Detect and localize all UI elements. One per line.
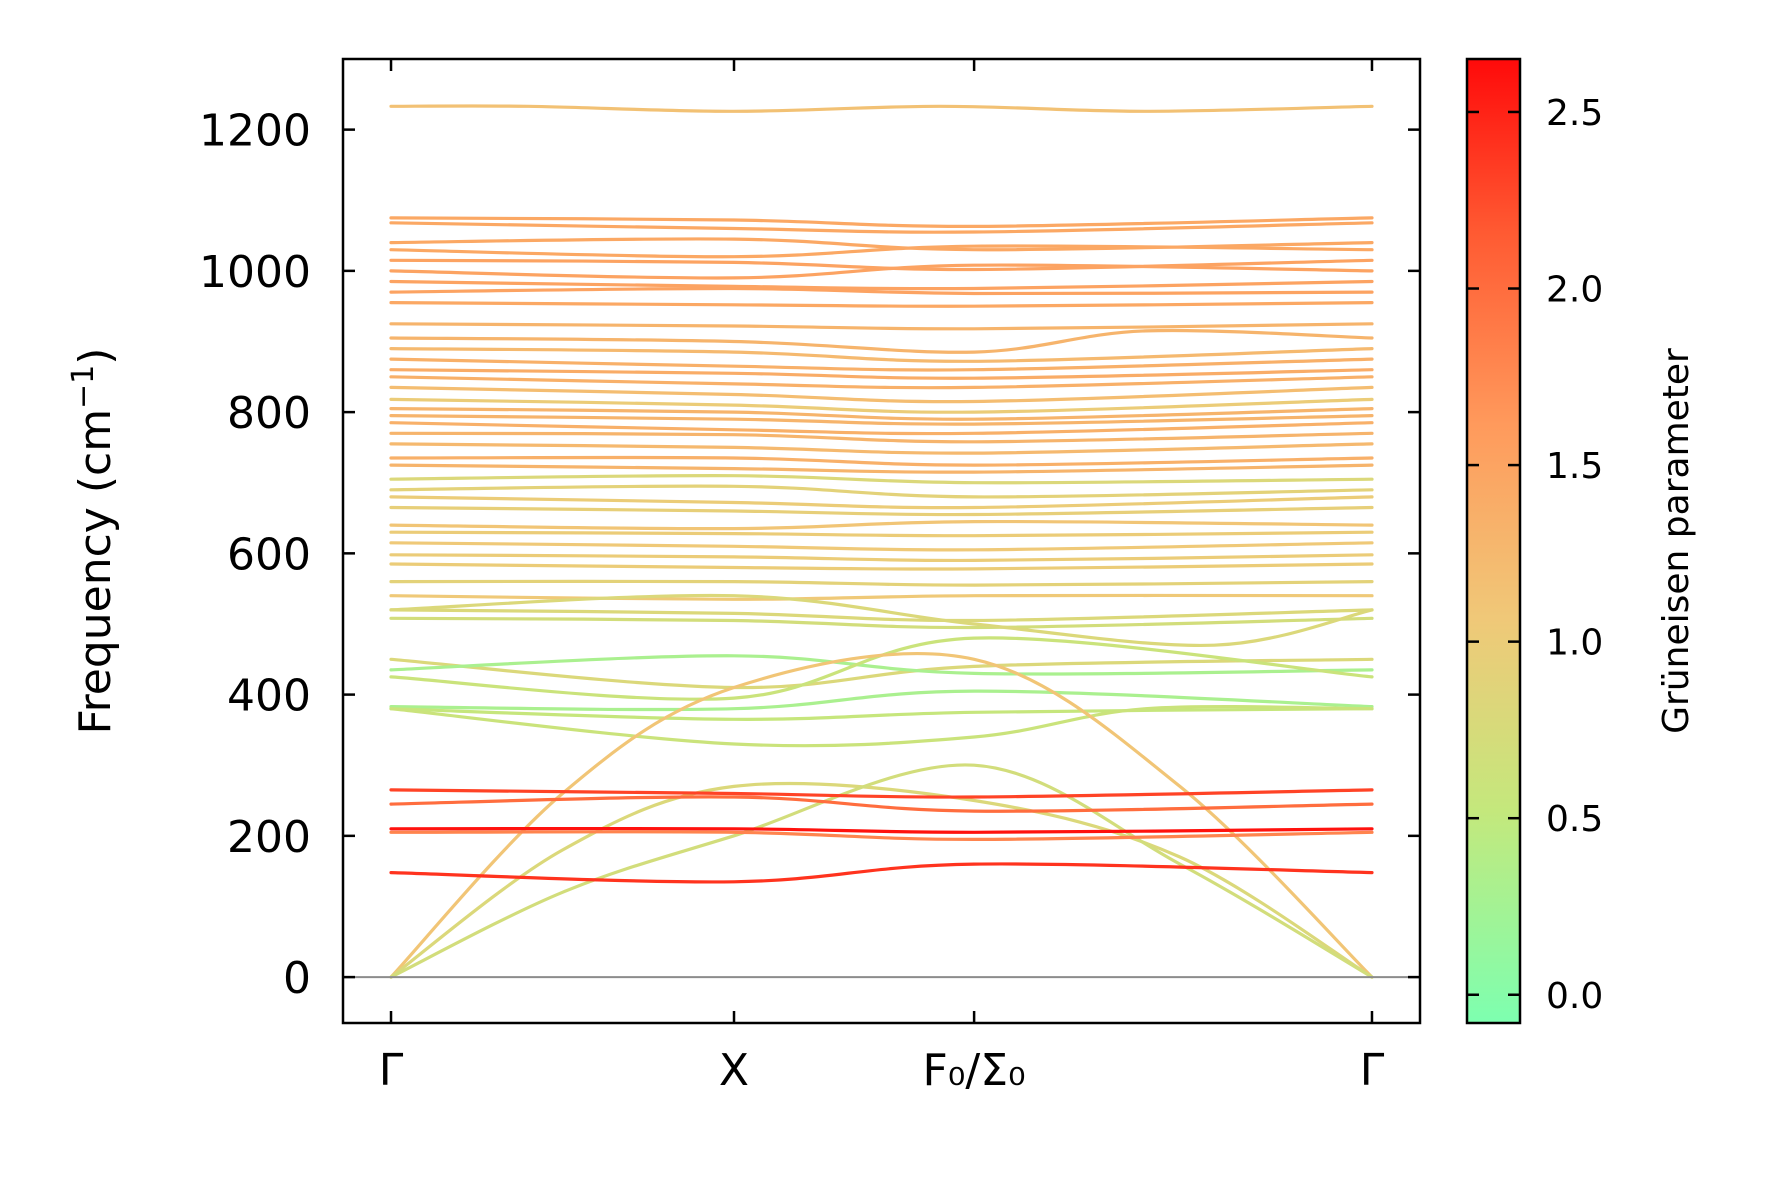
plot-frame xyxy=(341,57,1422,1025)
phonon-branch-32 xyxy=(389,541,1374,552)
phonon-branch-1 xyxy=(389,104,1374,113)
y-tick-labels: 0 200 400 600 800 1000 1200 xyxy=(199,106,311,1004)
phonon-branch-30 xyxy=(389,519,1374,531)
phonon-branch-12 xyxy=(389,328,1374,354)
colorbar-tick-label: 1.0 xyxy=(1546,623,1603,664)
y-tick-label: 600 xyxy=(227,529,311,580)
phonon-branch-45 xyxy=(389,705,1374,748)
phonon-branch-49 xyxy=(389,788,1374,799)
phonon-branch-20 xyxy=(389,414,1374,426)
phonon-branch-22 xyxy=(389,431,1374,444)
plot-background xyxy=(343,59,1420,1023)
phonon-branch-26 xyxy=(389,474,1374,485)
phonon-branch-36 xyxy=(389,593,1374,601)
phonon-branch-10 xyxy=(389,301,1374,308)
phonon-branch-13 xyxy=(389,347,1374,363)
phonon-branch-8 xyxy=(389,279,1374,291)
phonon-branch-47 xyxy=(389,781,1374,979)
phonon-branch-16 xyxy=(389,375,1374,390)
colorbar xyxy=(1465,57,1522,1025)
phonon-branch-48 xyxy=(389,763,1374,979)
phonon-branch-11 xyxy=(389,322,1374,331)
y-tick-label: 800 xyxy=(227,388,311,439)
colorbar-ticks: 0.0 0.5 1.0 1.5 2.0 2.5 xyxy=(1467,93,1603,1017)
phonon-branch-53 xyxy=(389,862,1374,884)
y-axis-title-sup: −1 xyxy=(66,365,101,409)
phonon-branch-51 xyxy=(389,826,1374,834)
phonon-branch-50 xyxy=(389,795,1374,813)
colorbar-tick-label: 2.0 xyxy=(1546,270,1603,311)
phonon-branch-21 xyxy=(389,421,1374,436)
phonon-branch-28 xyxy=(389,495,1374,510)
phonon-branch-34 xyxy=(389,562,1374,571)
y-axis-title-main: Frequency (cm xyxy=(70,409,121,735)
phonon-branch-2 xyxy=(389,216,1374,229)
phonon-branch-6 xyxy=(389,258,1374,272)
phonon-branch-43 xyxy=(389,689,1374,712)
x-tick-label: X xyxy=(719,1045,749,1096)
phonon-branch-33 xyxy=(389,553,1374,563)
colorbar-tick-label: 2.5 xyxy=(1546,93,1603,134)
phonon-branch-5 xyxy=(389,244,1374,259)
phonon-branch-46 xyxy=(389,652,1374,979)
x-tick-labels: Γ X F₀/Σ₀ Γ xyxy=(379,1045,1385,1096)
phonon-branch-19 xyxy=(389,407,1374,421)
phonon-branch-52 xyxy=(389,830,1374,842)
phonon-branch-39 xyxy=(389,593,1374,648)
phonon-branch-40 xyxy=(389,657,1374,690)
phonon-branch-7 xyxy=(389,263,1374,280)
phonon-branch-9 xyxy=(389,286,1374,296)
y-axis-title-end: ) xyxy=(70,348,121,365)
y-tick-label: 400 xyxy=(227,671,311,722)
ticks-layer xyxy=(343,59,1420,1023)
y-tick-label: 0 xyxy=(283,953,311,1004)
phonon-branch-31 xyxy=(389,530,1374,538)
phonon-branch-14 xyxy=(389,357,1374,372)
y-tick-label: 200 xyxy=(227,812,311,863)
x-tick-label: F₀/Σ₀ xyxy=(922,1045,1025,1096)
phonon-branch-35 xyxy=(389,579,1374,587)
phonon-branch-3 xyxy=(389,221,1374,234)
phonon-branch-44 xyxy=(389,707,1374,721)
phonon-branch-15 xyxy=(389,368,1374,380)
colorbar-tick-label: 1.5 xyxy=(1546,446,1603,487)
series-layer xyxy=(389,104,1374,979)
phonon-branch-24 xyxy=(389,455,1374,467)
x-tick-label: Γ xyxy=(1360,1045,1385,1096)
phonon-branch-25 xyxy=(389,463,1374,474)
phonon-branch-23 xyxy=(389,442,1374,455)
phonon-branch-38 xyxy=(389,616,1374,630)
phonon-branch-42 xyxy=(389,636,1374,701)
phonon-branch-17 xyxy=(389,385,1374,404)
phonon-branch-29 xyxy=(389,505,1374,517)
phonon-branch-37 xyxy=(389,608,1374,623)
phonon-branch-18 xyxy=(389,397,1374,414)
phonon-branch-27 xyxy=(389,484,1374,499)
colorbar-tick-label: 0.5 xyxy=(1546,799,1603,840)
y-axis-title: Frequency (cm−1) xyxy=(66,348,122,735)
y-tick-label: 1000 xyxy=(199,247,311,298)
x-tick-label: Γ xyxy=(379,1045,404,1096)
y-tick-label: 1200 xyxy=(199,106,311,157)
colorbar-title: Grüneisen parameter xyxy=(1656,348,1697,734)
colorbar-tick-label: 0.0 xyxy=(1546,976,1603,1017)
